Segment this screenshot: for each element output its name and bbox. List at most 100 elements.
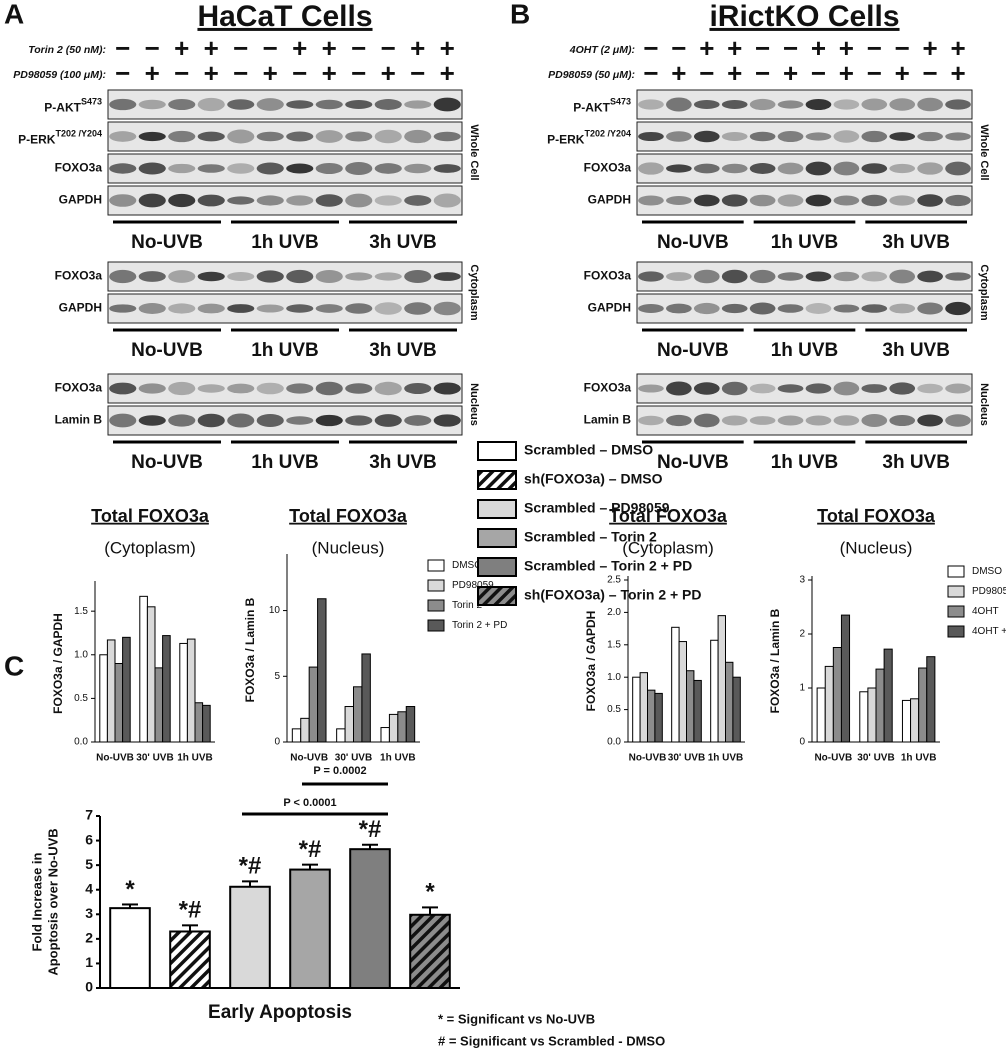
bar bbox=[639, 672, 649, 743]
bar bbox=[875, 668, 885, 743]
x-tick-label: 30' UVB bbox=[136, 753, 173, 764]
bar bbox=[859, 691, 869, 743]
legend-label: Torin 2 bbox=[452, 600, 482, 611]
blot-band bbox=[138, 303, 166, 314]
treatment-sign: + bbox=[923, 33, 938, 63]
legend-swatch bbox=[947, 605, 965, 618]
bar bbox=[678, 641, 688, 743]
protein-name: P-ERK bbox=[18, 133, 56, 147]
bar bbox=[353, 686, 363, 743]
treatment-sign: + bbox=[263, 58, 278, 88]
blot-band bbox=[861, 384, 888, 393]
y-tick-label: 2 bbox=[85, 930, 93, 946]
blot-strip bbox=[636, 261, 973, 292]
blot-band bbox=[256, 131, 284, 142]
treatment-sign: − bbox=[351, 33, 366, 63]
blot-band bbox=[404, 383, 432, 394]
group-label: 1h UVB bbox=[251, 232, 319, 253]
treatment-sign: − bbox=[174, 58, 189, 88]
blot-band bbox=[374, 302, 402, 315]
protein-name: P-AKT bbox=[44, 101, 81, 115]
treatment-sign: − bbox=[867, 58, 882, 88]
region-label: Cytoplasm bbox=[468, 264, 480, 320]
legend-swatch bbox=[477, 557, 517, 577]
blot-band bbox=[109, 163, 137, 174]
legend-label: DMSO bbox=[972, 566, 1002, 577]
blot-row-label: FOXO3a bbox=[584, 381, 632, 395]
blot-band bbox=[861, 98, 888, 111]
blot-band bbox=[286, 131, 314, 142]
blot-row-label: FOXO3a bbox=[584, 161, 632, 175]
legend-swatch bbox=[947, 625, 965, 638]
blot-band bbox=[945, 161, 971, 176]
y-axis-label: FOXO3a / Lamin B bbox=[243, 597, 257, 702]
phospho-site: T202 /Y204 bbox=[584, 129, 631, 139]
treatment-sign: + bbox=[145, 58, 160, 88]
blot-band bbox=[805, 271, 832, 282]
blot-strip bbox=[107, 153, 463, 184]
treatment-sign: − bbox=[351, 58, 366, 88]
blot-band bbox=[315, 130, 343, 143]
treatment-sign: − bbox=[867, 33, 882, 63]
blot-strip bbox=[107, 89, 463, 120]
x-tick-label: No-UVB bbox=[96, 753, 134, 764]
treatment-sign: + bbox=[895, 58, 910, 88]
blot-band bbox=[197, 271, 225, 282]
blot-strip bbox=[107, 121, 463, 152]
x-tick-label: No-UVB bbox=[629, 753, 667, 764]
bar bbox=[918, 667, 928, 743]
protein-name: FOXO3a bbox=[55, 161, 103, 175]
bar bbox=[194, 702, 204, 743]
y-tick-label: 2.0 bbox=[607, 607, 621, 618]
significance-marker: *# bbox=[239, 853, 262, 880]
blot-row-label: FOXO3a bbox=[55, 381, 103, 395]
treatment-sign: − bbox=[895, 33, 910, 63]
blot-row-label: Lamin B bbox=[55, 413, 103, 427]
blot-band bbox=[227, 129, 255, 144]
blot-band bbox=[638, 131, 664, 142]
bar bbox=[317, 598, 327, 743]
blot-band bbox=[109, 269, 137, 284]
blot-band bbox=[721, 381, 748, 396]
group-label: No-UVB bbox=[131, 452, 203, 473]
blot-row-label: GAPDH bbox=[588, 301, 631, 315]
bar bbox=[289, 868, 331, 990]
bar bbox=[99, 654, 108, 743]
treatment-label: PD98059 (100 μM): bbox=[13, 69, 106, 81]
blot-band bbox=[168, 163, 196, 174]
treatment-sign: + bbox=[783, 58, 798, 88]
blot-band bbox=[777, 415, 804, 426]
blot-band bbox=[256, 195, 284, 206]
blot-band bbox=[197, 194, 225, 207]
protein-name: FOXO3a bbox=[584, 381, 632, 395]
bar bbox=[169, 930, 211, 990]
blot-band bbox=[833, 271, 860, 282]
group-label: 1h UVB bbox=[771, 232, 839, 253]
chart-title: Total FOXO3a bbox=[91, 506, 210, 526]
bar bbox=[344, 706, 354, 743]
group-label: 3h UVB bbox=[369, 232, 437, 253]
blot-band bbox=[889, 303, 916, 314]
blot-band bbox=[945, 383, 971, 394]
treatment-sign: − bbox=[643, 33, 658, 63]
protein-name: P-AKT bbox=[573, 101, 610, 115]
blot-row-label: FOXO3a bbox=[55, 269, 103, 283]
blot-band bbox=[693, 130, 720, 143]
chart-subtitle: (Nucleus) bbox=[840, 538, 913, 557]
blot-row-label: GAPDH bbox=[59, 301, 102, 315]
blot-band bbox=[861, 130, 888, 143]
blot-strip bbox=[107, 405, 463, 436]
bar bbox=[816, 687, 826, 743]
blot-band bbox=[345, 303, 373, 314]
region-label: Whole Cell bbox=[468, 124, 480, 180]
blot-band bbox=[666, 196, 692, 205]
legend-swatch bbox=[477, 586, 517, 606]
blot-band bbox=[693, 194, 720, 207]
blot-band bbox=[917, 270, 943, 283]
p-value: P = 0.0002 bbox=[313, 765, 366, 777]
chart-subtitle: (Cytoplasm) bbox=[104, 538, 196, 557]
blot-band bbox=[433, 131, 461, 142]
blot-band bbox=[345, 193, 373, 208]
y-tick-label: 5 bbox=[274, 671, 280, 682]
